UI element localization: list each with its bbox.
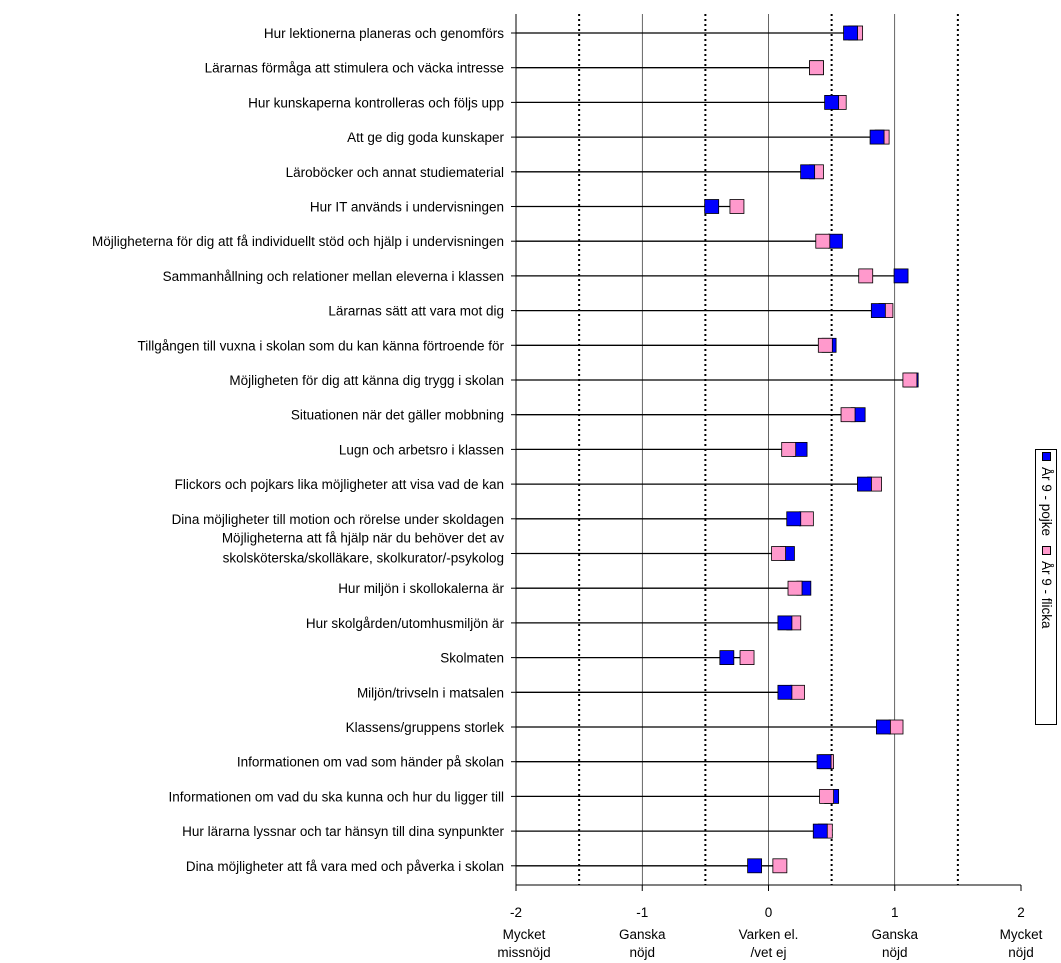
marker-flicka-20: [888, 719, 904, 735]
x-tick-label-1: 1: [891, 905, 899, 920]
marker-flicka-7: [858, 268, 874, 284]
data-markers: [704, 25, 919, 874]
x-descriptor-2-line-0: Mycket: [1000, 927, 1043, 942]
marker-pojke-5: [704, 199, 720, 214]
legend-swatch-pojke: [1042, 452, 1052, 461]
marker-pojke-20: [875, 719, 891, 735]
marker-flicka-19: [790, 684, 805, 700]
marker-flicka-11: [840, 407, 856, 423]
marker-pojke-21: [816, 754, 832, 770]
x-descriptor--1-line-1: nöjd: [629, 945, 655, 960]
category-label-18: Skolmaten: [440, 651, 504, 666]
category-label-20: Klassens/gruppens storlek: [346, 720, 505, 735]
category-label-4: Läroböcker och annat studiematerial: [286, 165, 504, 180]
marker-pojke-4: [800, 164, 816, 180]
x-descriptor--2-line-1: missnöjd: [497, 945, 550, 960]
marker-flicka-14: [798, 511, 814, 527]
category-label-11: Situationen när det gäller mobbning: [291, 408, 504, 423]
category-label-21: Informationen om vad som händer på skola…: [237, 755, 504, 770]
x-descriptor-0-line-0: Varken el.: [739, 927, 799, 942]
marker-flicka-9: [817, 337, 833, 353]
marker-pojke-2: [824, 95, 840, 110]
marker-pojke-24: [747, 858, 763, 874]
category-label-2: Hur kunskaperna kontrolleras och följs u…: [248, 95, 504, 110]
marker-flicka-10: [902, 372, 918, 388]
category-label-6: Möjligheterna för dig att få individuell…: [92, 234, 504, 249]
category-label-15-line-0: Möjligheterna att få hjälp när du behöve…: [222, 531, 504, 546]
marker-pojke-19: [777, 684, 793, 700]
marker-pojke-8: [870, 303, 886, 319]
x-tick-label-0: 0: [765, 905, 773, 920]
legend-swatch-flicka: [1042, 546, 1052, 556]
legend-label-flicka: År 9 - flicka: [1039, 561, 1055, 629]
marker-pojke-13: [857, 476, 872, 492]
marker-flicka-22: [819, 789, 834, 804]
connector-lines: [516, 32, 912, 867]
x-descriptor-0-line-1: /vet ej: [750, 945, 786, 960]
marker-flicka-16: [787, 580, 803, 596]
category-label-12: Lugn och arbetsro i klassen: [339, 442, 504, 457]
x-descriptor--1-line-0: Ganska: [619, 927, 666, 942]
x-descriptor-1-line-0: Ganska: [871, 927, 918, 942]
legend-items: År 9 - pojke År 9 - flicka: [1039, 452, 1055, 722]
category-label-24: Dina möjligheter att få vara med och påv…: [186, 859, 504, 874]
marker-pojke-7: [893, 268, 909, 284]
marker-flicka-1: [809, 60, 824, 76]
marker-pojke-6: [828, 233, 843, 249]
x-tick-label-2: 2: [1017, 905, 1025, 920]
category-labels: Hur lektionerna planeras och genomförs Lä…: [92, 26, 505, 874]
category-label-7: Sammanhållning och relationer mellan ele…: [163, 269, 504, 284]
marker-pojke-17: [777, 615, 793, 631]
axis-layer: [511, 14, 1022, 891]
legend-label-pojke: År 9 - pojke: [1039, 467, 1055, 537]
x-tick-label--1: -1: [636, 905, 648, 920]
x-descriptor--2-line-0: Mycket: [503, 927, 546, 942]
x-descriptor-2-line-1: nöjd: [1008, 945, 1034, 960]
marker-flicka-18: [739, 650, 755, 665]
category-label-17: Hur skolgården/utomhusmiljön är: [306, 616, 505, 631]
category-label-23: Hur lärarna lyssnar och tar hänsyn till …: [182, 824, 504, 839]
category-label-10: Möjligheten för dig att känna dig trygg …: [229, 373, 504, 388]
category-label-19: Miljön/trivseln i matsalen: [357, 685, 504, 700]
marker-flicka-24: [772, 858, 788, 874]
category-label-1: Lärarnas förmåga att stimulera och väcka…: [205, 61, 504, 76]
marker-flicka-15: [771, 546, 786, 561]
category-label-8: Lärarnas sätt att vara mot dig: [328, 304, 504, 319]
category-label-5: Hur IT används i undervisningen: [310, 200, 504, 215]
marker-pojke-0: [843, 25, 858, 41]
marker-flicka-6: [815, 233, 831, 249]
category-label-16: Hur miljön i skollokalerna är: [338, 581, 504, 596]
marker-pojke-3: [869, 129, 885, 145]
x-descriptor-1-line-1: nöjd: [882, 945, 908, 960]
category-label-3: Att ge dig goda kunskaper: [347, 130, 504, 145]
marker-flicka-5: [729, 199, 745, 214]
category-label-9: Tillgången till vuxna i skolan som du ka…: [138, 338, 505, 353]
x-tick-label--2: -2: [510, 905, 522, 920]
category-label-15-line-1: skolsköterska/skolläkare, skolkurator/-p…: [223, 551, 504, 566]
category-label-14: Dina möjligheter till motion och rörelse…: [172, 512, 504, 527]
marker-pojke-23: [812, 823, 828, 839]
category-label-13: Flickors och pojkars lika möjligheter at…: [175, 477, 504, 492]
category-label-0: Hur lektionerna planeras och genomförs: [264, 26, 504, 41]
marker-pojke-18: [719, 650, 735, 665]
category-label-22: Informationen om vad du ska kunna och hu…: [169, 789, 504, 804]
x-tick-labels: -2 -1 0 1 2 Mycket missnöjd Ganska nöjd Varken el…: [497, 905, 1042, 960]
legend: År 9 - pojke År 9 - flicka: [1035, 449, 1057, 725]
marker-pojke-14: [786, 511, 802, 527]
marker-flicka-12: [781, 441, 797, 457]
